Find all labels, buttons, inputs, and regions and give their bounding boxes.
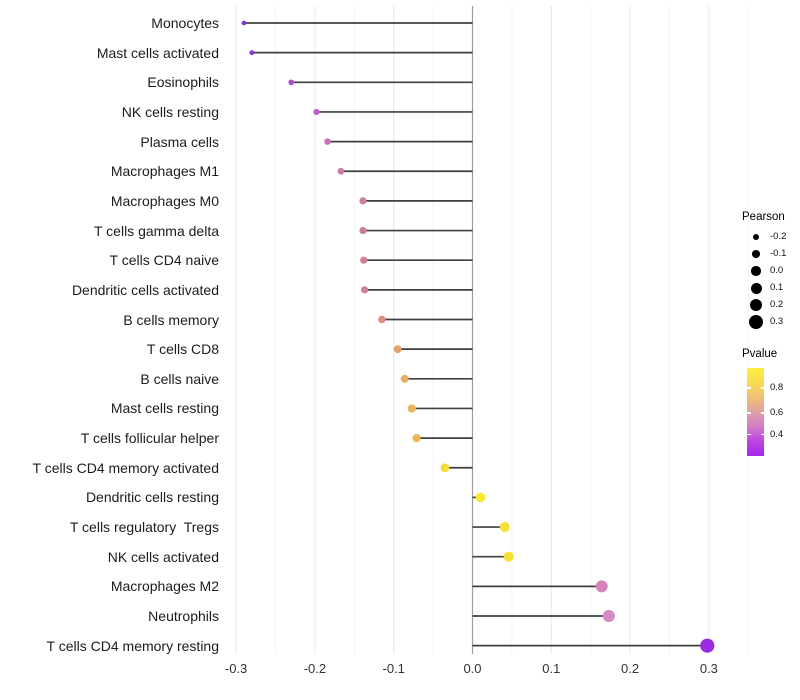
y-axis-label: Plasma cells [140, 133, 219, 150]
lollipop-dot [249, 50, 255, 56]
y-axis-label: T cells CD4 memory activated [32, 459, 219, 476]
legend-pvalue-tick-label: 0.6 [770, 407, 784, 418]
colorbar-tick [760, 433, 764, 436]
x-axis-tick-label: -0.1 [382, 661, 405, 676]
y-axis-label: NK cells activated [107, 548, 219, 565]
lollipop-dot [407, 404, 416, 413]
legend-size-label: 0.0 [770, 265, 784, 277]
lollipop-dot [324, 138, 331, 145]
lollipop-dot [595, 580, 608, 593]
legend-size-label: -0.2 [770, 231, 787, 243]
y-axis-label: Monocytes [151, 15, 219, 31]
legend-size-dot [752, 234, 760, 241]
lollipop-dot [337, 167, 345, 175]
lollipop-dot [440, 463, 450, 473]
y-axis-label: T cells gamma delta [93, 222, 219, 239]
y-axis-label: T cells CD4 naive [109, 252, 219, 269]
x-axis-tick-label: 0.1 [542, 661, 561, 676]
y-axis-label: B cells naive [140, 370, 219, 387]
y-axis-label: Dendritic cells resting [85, 489, 219, 506]
lollipop-dot [359, 197, 367, 205]
legend-size-label: 0.2 [770, 298, 784, 310]
lollipop-dot [700, 638, 715, 653]
lollipop-dot [359, 226, 367, 235]
y-axis-label: T cells follicular helper [80, 430, 219, 447]
y-axis-label: Macrophages M1 [110, 163, 219, 180]
lollipop-dot [602, 609, 615, 623]
y-axis-label: Mast cells activated [96, 44, 219, 61]
legend-size-dot [750, 282, 762, 294]
colorbar-tick [760, 387, 764, 389]
legend-size-dot [749, 298, 763, 312]
colorbar-tick [747, 433, 751, 436]
legend-pvalue-tick-label: 0.8 [770, 382, 784, 393]
x-axis-tick-label: 0.0 [463, 661, 482, 676]
lollipop-dot [378, 315, 386, 324]
y-axis-label: Eosinophils [147, 74, 219, 91]
legend-pearson-title: Pearson [742, 211, 785, 223]
legend-pvalue-tick-label: 0.4 [770, 428, 784, 440]
lollipop-dot [412, 433, 421, 443]
lollipop-dot [475, 492, 486, 503]
legend-size-dot [748, 314, 764, 329]
legend-size-label: 0.3 [770, 315, 784, 327]
legend-size-dot [752, 250, 760, 259]
x-axis-tick-label: -0.2 [303, 661, 327, 676]
pvalue-colorbar [747, 368, 764, 456]
lollipop-dot [360, 256, 368, 264]
y-axis-label: T cells CD8 [146, 341, 219, 358]
lollipop-dot [400, 374, 409, 383]
lollipop-dot [288, 79, 295, 86]
legend-pvalue-title: Pvalue [742, 348, 778, 360]
lollipop-dot [313, 108, 320, 116]
lollipop-dot [393, 345, 402, 354]
x-axis-tick-label: 0.2 [621, 661, 640, 676]
y-axis-label: Neutrophils [148, 608, 219, 624]
y-axis-label: NK cells resting [121, 103, 219, 120]
lollipop-dot [360, 286, 369, 294]
y-axis-label: Dendritic cells activated [71, 281, 219, 298]
y-axis-label: B cells memory [123, 311, 219, 328]
y-axis-label: T cells regulatory Tregs [69, 519, 219, 536]
lollipop-dot [503, 551, 514, 562]
x-axis-tick-label: 0.3 [699, 661, 718, 676]
lollipop-dot [499, 522, 510, 533]
legend-size-label: -0.1 [770, 248, 787, 260]
y-axis-label: Macrophages M0 [110, 192, 219, 209]
y-axis-label: Mast cells resting [110, 400, 219, 417]
colorbar-tick [747, 412, 751, 414]
y-axis-label: Macrophages M2 [110, 578, 219, 595]
legend-size-dot [751, 266, 761, 276]
legend-size-label: 0.1 [770, 282, 784, 293]
colorbar-tick [760, 412, 764, 414]
lollipop-dot [241, 20, 247, 26]
x-axis-tick-label: -0.3 [224, 661, 248, 676]
y-axis-label: T cells CD4 memory resting [46, 637, 219, 654]
colorbar-tick [747, 387, 751, 389]
